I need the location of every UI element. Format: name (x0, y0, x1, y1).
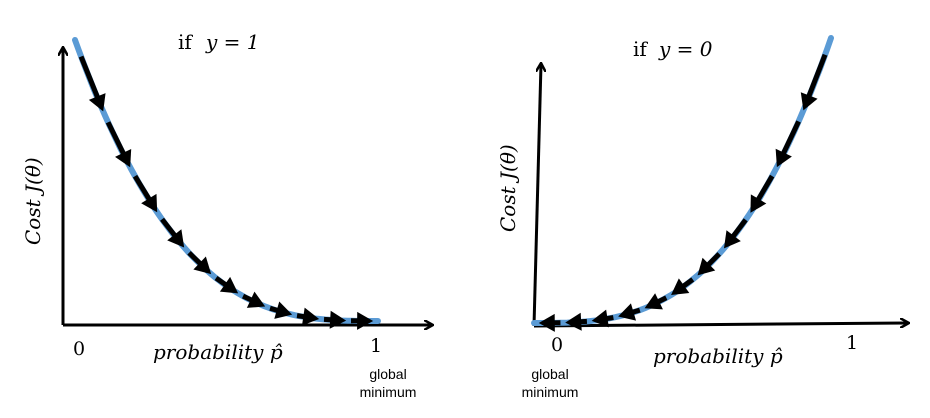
panel-left-arrow-shaft-1 (78, 55, 102, 102)
panel-left-annotation-line1: global (369, 366, 406, 382)
panel-left-arrow-head-9 (301, 307, 320, 326)
panel-right-x-label: probability p̂ (653, 344, 783, 368)
panel-right-arrow-head-4 (723, 230, 741, 249)
panel-left: if y = 1 Cost J(θ) probability p̂ 0 1 gl… (21, 30, 432, 400)
panel-left-annotation-line2: minimum (360, 384, 417, 400)
panel-left-descent-arrows (78, 55, 374, 330)
panel-right-arrow-shaft-3 (754, 174, 775, 204)
panel-right-arrow-head-3 (750, 194, 767, 213)
panel-left-arrow-shaft-2 (105, 121, 128, 158)
panel-left-arrow-shaft-3 (132, 174, 154, 204)
panel-right-annotation-line2: minimum (522, 384, 579, 400)
panel-right-arrow-head-9 (591, 309, 609, 328)
panel-right-arrow-head-6 (671, 278, 690, 295)
panel-right-title-prefix: if (633, 37, 648, 61)
panel-left-arrow-head-7 (246, 291, 266, 308)
panel-left-arrow-head-11 (357, 311, 374, 330)
panel-right-arrow-head-8 (618, 303, 637, 321)
panel-left-arrow-head-5 (193, 256, 212, 275)
panel-left-title-math: y = 1 (205, 30, 260, 54)
panel-right-arrow-head-5 (697, 257, 716, 276)
panel-right-cost-curve (531, 35, 834, 326)
panel-right-arrow-head-7 (644, 293, 663, 310)
panel-left-arrow-head-4 (167, 229, 185, 248)
panel-left-tick-0: 0 (73, 338, 85, 360)
panel-right-tick-0: 0 (551, 334, 563, 356)
panel-right: if y = 0 Cost J(θ) probability p̂ 0 1 gl… (496, 35, 908, 400)
panel-left-arrow-head-2 (115, 148, 132, 168)
panel-right-y-axis (532, 64, 541, 327)
panel-right-y-label: Cost J(θ) (496, 144, 520, 232)
panel-right-arrow-head-2 (775, 148, 792, 168)
panel-left-cost-curve (72, 37, 381, 324)
panel-left-y-label: Cost J(θ) (21, 157, 45, 245)
panel-right-arrow-shaft-2 (779, 120, 801, 158)
panel-right-tick-1: 1 (846, 332, 858, 354)
panel-left-x-label: probability p̂ (153, 340, 283, 364)
panel-right-descent-arrows (538, 53, 828, 332)
panel-left-title-prefix: if (178, 30, 193, 54)
panel-left-arrow-head-8 (274, 301, 293, 319)
panel-right-arrow-head-1 (800, 92, 818, 111)
panel-left-arrow-head-10 (329, 310, 347, 329)
panel-right-x-axis (533, 323, 908, 326)
panel-right-arrow-head-11 (538, 313, 555, 332)
panel-right-annotation-line1: global (531, 366, 568, 382)
panel-right-arrow-head-10 (565, 312, 582, 331)
panel-left-arrow-head-3 (141, 193, 158, 213)
panel-left-tick-1: 1 (370, 335, 382, 357)
panel-left-arrow-head-6 (219, 276, 239, 294)
panel-right-title-math: y = 0 (658, 37, 713, 61)
panel-right-arrow-shaft-1 (805, 53, 828, 101)
panel-left-arrow-head-1 (88, 93, 106, 112)
